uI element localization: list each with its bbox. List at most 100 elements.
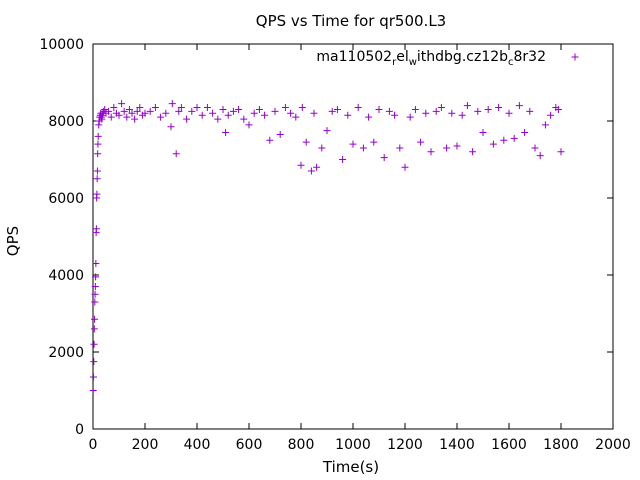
data-point [354, 104, 362, 112]
data-point [94, 132, 102, 140]
plot-area-border [92, 43, 614, 430]
data-point [141, 109, 149, 117]
data-point [235, 105, 243, 113]
data-point [339, 156, 347, 163]
y-tick-label: 0 [75, 422, 84, 438]
data-point [541, 121, 549, 129]
legend-name-subscript: w [409, 57, 417, 68]
data-point [229, 107, 237, 115]
legend-entry-label: ma110502relwithdbg.cz12bc8r32 [316, 49, 546, 68]
data-point [128, 109, 136, 117]
data-point [271, 107, 279, 115]
y-axis-label: QPS [4, 226, 22, 256]
data-point [500, 136, 508, 144]
x-tick-label: 1800 [543, 437, 579, 453]
data-point [401, 163, 409, 171]
data-point [266, 136, 274, 144]
data-point [531, 144, 539, 152]
data-point [396, 144, 404, 152]
x-tick-label: 1600 [491, 437, 527, 453]
data-point [344, 111, 352, 119]
data-point [136, 104, 144, 112]
data-point [222, 129, 230, 137]
data-point [93, 167, 101, 175]
data-point [453, 142, 461, 150]
data-point [91, 290, 99, 298]
data-point [432, 107, 440, 115]
data-point [146, 107, 154, 115]
x-axis: 0 200 400 600 800 1000 1200 1400 1600 1800 2000 [89, 44, 631, 453]
legend-marker-symbol [571, 53, 579, 61]
data-point [224, 111, 232, 119]
data-point [92, 259, 100, 267]
data-point [214, 115, 222, 123]
data-point [90, 340, 98, 348]
data-point [131, 115, 139, 123]
data-point [359, 144, 367, 152]
data-point [554, 105, 562, 113]
data-point [93, 190, 101, 198]
y-tick-label: 10000 [39, 37, 84, 53]
data-point [417, 138, 425, 146]
data-point [172, 150, 180, 158]
y-tick-label: 4000 [48, 268, 84, 284]
legend-name-subscript: r [392, 57, 397, 68]
data-point [90, 358, 98, 366]
data-point [95, 121, 103, 129]
data-point [370, 138, 378, 146]
legend-name-part: ithdbg.cz12b [417, 49, 508, 65]
legend-name-part: 8r32 [514, 49, 546, 65]
x-axis-label: Time(s) [322, 458, 379, 476]
data-point [310, 109, 318, 117]
data-point [380, 154, 388, 162]
data-point [203, 104, 211, 112]
data-point [484, 105, 492, 113]
data-point [298, 104, 306, 112]
y-axis: 0 2000 4000 6000 8000 10000 [39, 37, 613, 438]
data-point [107, 113, 115, 121]
data-point [193, 104, 201, 112]
data-point [120, 107, 128, 115]
data-points [89, 100, 565, 394]
data-point [118, 100, 126, 108]
data-point [91, 283, 99, 291]
data-point [411, 105, 419, 113]
data-point [474, 107, 482, 115]
data-point [98, 115, 106, 123]
data-point [302, 138, 310, 146]
data-point [151, 104, 159, 112]
data-point [557, 148, 565, 156]
x-tick-label: 600 [236, 437, 263, 453]
data-point [328, 107, 336, 115]
data-point [281, 104, 289, 112]
data-point [385, 107, 393, 115]
data-point [240, 115, 248, 123]
data-point [250, 109, 258, 117]
data-point [323, 127, 331, 135]
data-point [245, 121, 253, 129]
data-point [93, 175, 101, 183]
data-point [365, 113, 373, 121]
y-tick-label: 6000 [48, 191, 84, 207]
data-point [123, 113, 131, 121]
data-point [175, 107, 183, 115]
x-tick-label: 400 [184, 437, 211, 453]
data-point [307, 167, 315, 175]
data-point [105, 107, 113, 115]
legend-name-subscript: c [508, 57, 514, 68]
data-point [443, 144, 451, 152]
data-point [90, 325, 98, 333]
data-point [505, 109, 513, 117]
x-tick-label: 1400 [439, 437, 475, 453]
data-point [526, 107, 534, 115]
data-point [89, 387, 97, 394]
legend-marker [571, 53, 579, 61]
x-tick-label: 2000 [595, 437, 631, 453]
data-point [469, 148, 477, 156]
x-tick-label: 800 [288, 437, 315, 453]
x-tick-label: 1200 [387, 437, 423, 453]
data-point [536, 152, 544, 160]
data-point [177, 104, 185, 112]
data-point [219, 105, 227, 113]
